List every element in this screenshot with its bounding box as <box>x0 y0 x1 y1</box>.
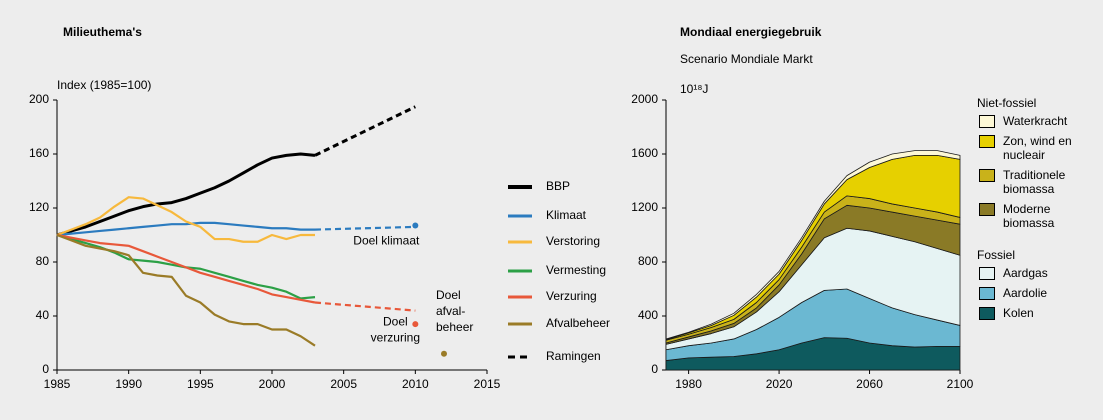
area-series <box>665 150 961 341</box>
legend-swatch <box>979 115 995 128</box>
legend-swatch <box>979 169 995 182</box>
legend-label: Moderne biomassa <box>1003 202 1055 230</box>
y-tick-label: 120 <box>29 200 49 214</box>
y-tick-label: 1600 <box>631 146 658 160</box>
legend-item: Moderne biomassa <box>979 202 1101 230</box>
x-tick-label: 1985 <box>44 377 71 391</box>
y-axis-label: Index (1985=100) <box>57 78 151 92</box>
x-tick-label: 2060 <box>856 377 883 391</box>
line-series <box>56 152 316 237</box>
legend-label: Vermesting <box>546 263 606 277</box>
legend-item: Kolen <box>979 306 1101 320</box>
legend-label: Afvalbeheer <box>546 316 610 330</box>
target-label: verzuring <box>371 330 420 344</box>
legend-label: Aardgas <box>1003 266 1048 280</box>
y-tick-label: 1200 <box>631 200 658 214</box>
y-axis-label: 10¹⁸J <box>680 82 708 96</box>
x-tick-label: 2010 <box>402 377 429 391</box>
legend-label: Zon, wind en nucleair <box>1003 134 1072 162</box>
line-series <box>56 221 315 237</box>
target-dot <box>441 350 447 357</box>
target-label: beheer <box>436 320 473 334</box>
legend-swatch <box>979 267 995 280</box>
legend-swatch <box>979 307 995 320</box>
legend-group-title: Fossiel <box>977 248 1016 262</box>
chart-subtitle: Scenario Mondiale Markt <box>680 52 813 66</box>
x-tick-label: 2015 <box>474 377 501 391</box>
legend-label: Ramingen <box>546 349 601 363</box>
legend-label: Verstoring <box>546 234 600 248</box>
x-tick-label: 2005 <box>330 377 357 391</box>
legend-group-title: Niet-fossiel <box>977 96 1037 110</box>
y-tick-label: 0 <box>42 362 49 376</box>
target-dot <box>412 222 419 229</box>
projection-line <box>314 301 416 312</box>
y-tick-label: 0 <box>651 362 658 376</box>
y-tick-label: 40 <box>36 308 50 322</box>
y-tick-label: 400 <box>638 308 658 322</box>
legend-label: Klimaat <box>546 208 587 222</box>
x-tick-label: 1980 <box>675 377 702 391</box>
y-tick-label: 200 <box>29 92 49 106</box>
legend-label: BBP <box>546 179 570 193</box>
line-series <box>56 233 316 347</box>
legend-label: Aardolie <box>1003 286 1048 300</box>
target-dot <box>412 321 419 328</box>
x-tick-label: 2100 <box>947 377 974 391</box>
chart-title: Mondiaal energiegebruik <box>680 25 822 39</box>
legend-label: Waterkracht <box>1003 114 1068 128</box>
target-label: Doel klimaat <box>353 234 420 248</box>
line-series <box>56 196 315 243</box>
legend-item: Aardgas <box>979 266 1101 280</box>
projection-line <box>314 105 416 157</box>
legend-item: Zon, wind en nucleair <box>979 134 1101 162</box>
legend-label: Verzuring <box>546 289 597 303</box>
y-tick-label: 80 <box>36 254 50 268</box>
legend-item: Traditionele biomassa <box>979 168 1101 196</box>
projection-line <box>314 225 416 231</box>
x-tick-label: 1990 <box>115 377 142 391</box>
y-tick-label: 2000 <box>631 92 658 106</box>
x-tick-label: 2000 <box>259 377 286 391</box>
legend-swatch <box>979 135 995 148</box>
target-label: Doel <box>383 314 408 328</box>
target-label: Doel <box>436 288 461 302</box>
y-tick-label: 800 <box>638 254 658 268</box>
x-tick-label: 1995 <box>187 377 214 391</box>
legend-item: Aardolie <box>979 286 1101 300</box>
legend-label: Traditionele biomassa <box>1003 168 1066 196</box>
legend: Niet-fossiel Waterkracht Zon, wind en nucl… <box>977 96 1101 326</box>
legend-swatch <box>979 203 995 216</box>
chart-title: Milieuthema's <box>63 25 142 39</box>
legend-label: Kolen <box>1003 306 1034 320</box>
y-tick-label: 160 <box>29 146 49 160</box>
legend-swatch <box>979 287 995 300</box>
target-label: afval- <box>436 304 465 318</box>
line-series <box>56 233 316 304</box>
legend-item: Waterkracht <box>979 114 1101 128</box>
x-tick-label: 2020 <box>766 377 793 391</box>
